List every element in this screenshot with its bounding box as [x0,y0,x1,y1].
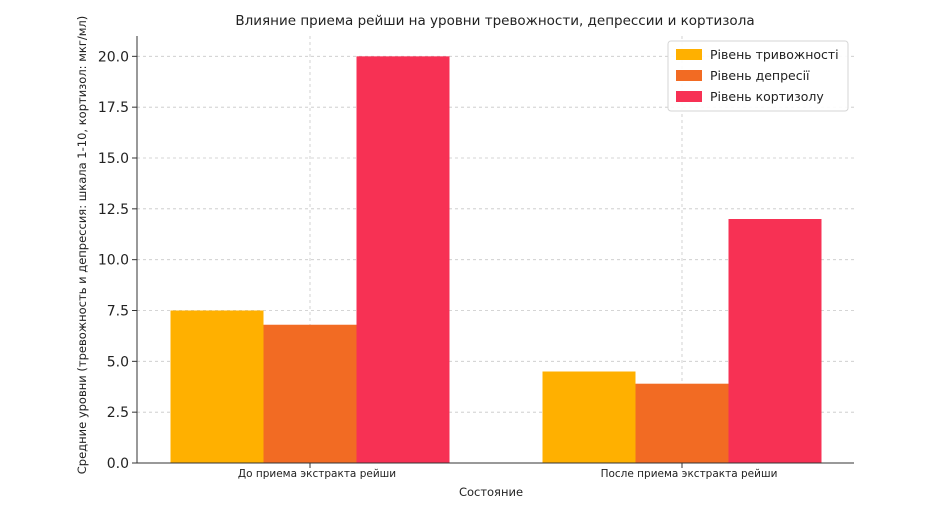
y-tick-label: 17.5 [98,100,129,116]
legend-box [667,40,849,112]
x-axis-title: Состояние [459,485,523,499]
legend-label: Рівень тривожності [710,47,839,62]
chart-title: Влияние приема рейши на уровни тревожнос… [235,13,754,29]
y-tick-label: 15.0 [98,151,129,167]
x-tick-label: До приема экстракта рейши [238,468,396,480]
y-tick-labels: 0.0 2.5 5.0 7.5 10.0 12.5 15.0 17.5 20.0 [98,49,129,472]
bar [263,324,357,463]
y-tick-label: 7.5 [107,304,129,320]
x-tick-label: После приема экстракта рейши [601,468,778,480]
y-tick-label: 12.5 [98,202,129,218]
bars [170,56,822,463]
legend-label: Рівень депресії [710,68,810,83]
legend-swatch [676,91,702,102]
bar [635,383,729,463]
y-tick-label: 5.0 [107,354,129,370]
y-tick-label: 2.5 [107,405,129,421]
bar [542,371,636,463]
bar [170,310,264,463]
bar [728,219,822,463]
bar [356,56,450,463]
y-tick-label: 0.0 [107,456,129,472]
legend-label: Рівень кортизолу [710,89,824,104]
legend-swatch [676,49,702,60]
y-tick-label: 20.0 [98,49,129,65]
legend-swatch [676,70,702,81]
y-axis-title: Средние уровни (тревожность и депрессия:… [75,16,89,475]
y-tick-label: 10.0 [98,253,129,269]
axes [132,36,854,468]
legend: Рівень тривожності Рівень депресії Рівень … [667,40,849,112]
x-tick-labels: До приема экстракта рейши После приема эк… [238,468,778,480]
